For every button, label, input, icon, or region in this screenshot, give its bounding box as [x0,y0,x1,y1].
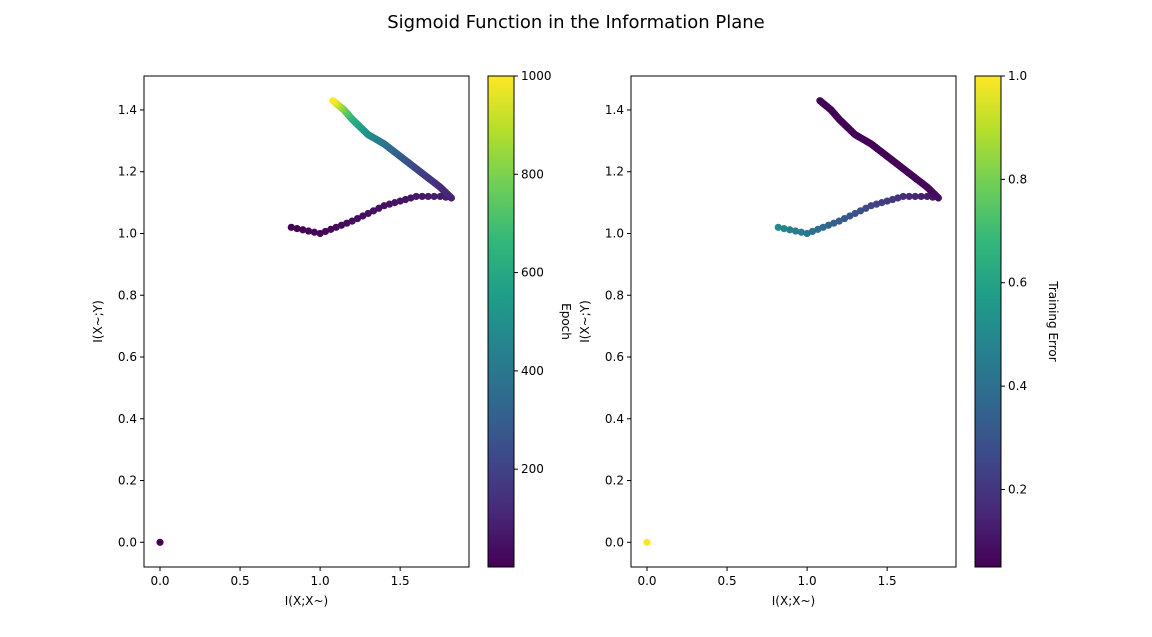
colorbar-tick-label: 0.6 [1008,276,1027,290]
data-point [846,212,854,220]
data-point [774,223,782,231]
y-tick-label: 1.4 [605,103,624,117]
colorbar-tick-label: 800 [521,167,544,181]
x-axis-label: I(X;X~) [285,594,328,608]
colorbar-tick-label: 600 [521,266,544,280]
data-point [835,217,843,225]
plot-area-frame [630,75,957,568]
y-tick-label: 1.0 [118,226,137,240]
data-point [911,192,919,201]
x-tick-label: 0.5 [231,574,250,588]
data-point [856,207,865,215]
x-tick-label: 0.0 [637,574,656,588]
x-tick-label: 1.5 [878,574,897,588]
data-point [917,192,925,201]
data-point [412,192,420,201]
y-tick-label: 1.2 [605,165,624,179]
colorbar-label: Training Error [1046,280,1060,361]
colorbar-tick-label: 0.2 [1008,482,1027,496]
data-point [359,212,367,220]
x-tick-label: 1.5 [391,574,410,588]
data-point [436,192,444,201]
y-axis-label: I(X~;Y) [91,300,105,343]
colorbar-tick-label: 0.4 [1008,379,1027,393]
y-tick-label: 0.6 [605,350,624,364]
data-point [369,207,378,215]
data-point [310,228,318,236]
data-point [905,192,913,201]
y-tick-label: 1.0 [605,226,624,240]
data-point [348,217,356,225]
chart-panel-1: 0.0 0.5 1.0 1.5 0.0 0.2 0.4 0.6 0.8 1.0 1.2 1.4 I(X;… [91,69,573,608]
data-point [329,97,337,105]
figure-title: Sigmoid Function in the Information Plan… [387,12,765,33]
data-point [816,97,824,105]
y-tick-label: 0.8 [605,288,624,302]
colorbar-tick-label: 200 [521,462,544,476]
colorbar [488,76,514,567]
x-tick-label: 0.5 [718,574,737,588]
scatter-series [643,97,942,546]
x-tick-label: 1.0 [311,574,330,588]
data-point [786,226,794,234]
data-point [780,224,788,233]
colorbar-tick-label: 1000 [521,69,552,83]
scatter-series [156,97,455,546]
x-axis-label: I(X;X~) [772,594,815,608]
colorbar-tick-label: 1.0 [1008,69,1027,83]
x-tick-label: 1.0 [798,574,817,588]
y-tick-label: 0.4 [605,412,624,426]
colorbar-frame [974,75,1002,568]
y-axis-label: I(X~;Y) [578,300,592,343]
y-tick-label: 1.2 [118,165,137,179]
y-tick-label: 0.0 [605,535,624,549]
data-point [851,209,859,218]
data-point [304,227,313,235]
y-tick-label: 0.2 [605,474,624,488]
data-point [791,227,800,235]
data-point [643,538,651,546]
y-tick-label: 0.2 [118,474,137,488]
data-point [923,192,931,201]
plot-area-frame [143,75,470,568]
data-point [797,228,805,236]
data-point [293,224,301,233]
data-point [299,226,307,234]
data-point [375,204,383,212]
colorbar-frame [487,75,515,568]
data-point [862,204,870,212]
data-point [364,209,372,218]
data-point [287,223,295,231]
x-tick-label: 0.0 [150,574,169,588]
data-point [840,214,849,223]
y-tick-label: 0.6 [118,350,137,364]
y-tick-label: 0.4 [118,412,137,426]
data-point [418,192,426,201]
colorbar [975,76,1001,567]
y-tick-label: 1.4 [118,103,137,117]
data-point [430,192,438,201]
colorbar-label: Epoch [559,303,573,340]
data-point [424,192,432,201]
data-point [899,192,907,201]
data-point [353,214,362,223]
colorbar-tick-label: 400 [521,364,544,378]
colorbar-tick-label: 0.8 [1008,172,1027,186]
y-tick-label: 0.0 [118,535,137,549]
y-tick-label: 0.8 [118,288,137,302]
data-point [156,538,164,546]
chart-panel-2: 0.0 0.5 1.0 1.5 0.0 0.2 0.4 0.6 0.8 1.0 1.2 1.4 I(X;… [578,69,1060,608]
